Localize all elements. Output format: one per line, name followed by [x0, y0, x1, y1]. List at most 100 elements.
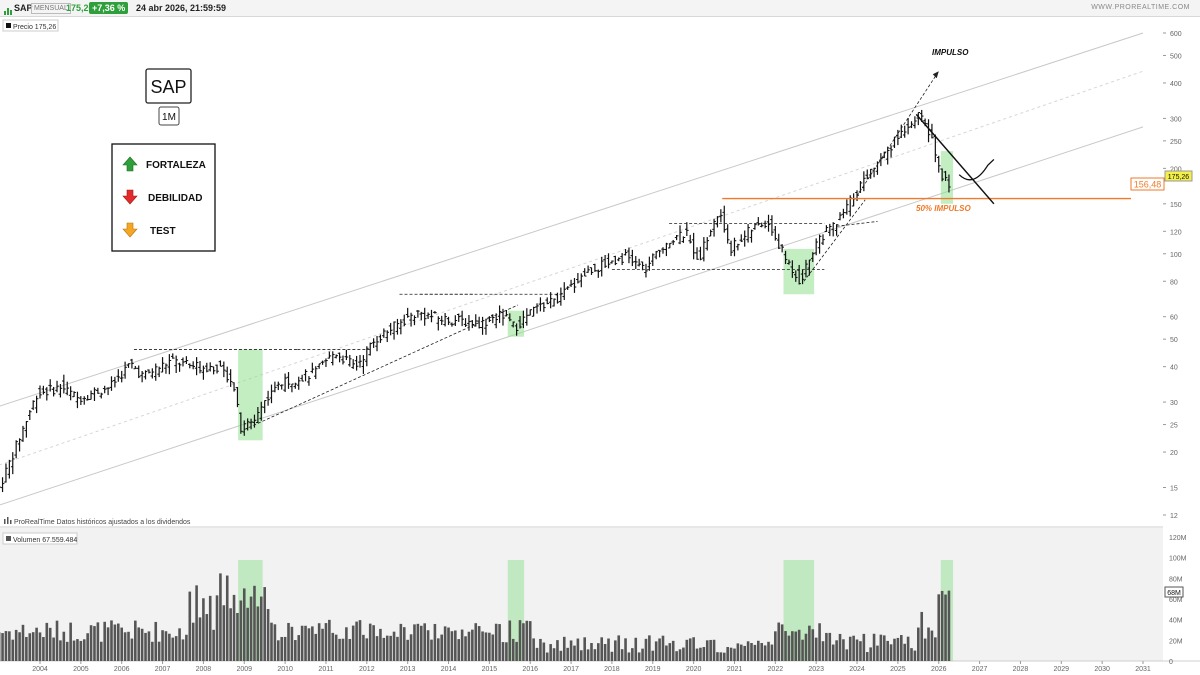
volume-bar [661, 635, 665, 661]
volume-bar [603, 644, 607, 661]
volume-bar [814, 637, 818, 661]
time-tick-label: 2012 [359, 666, 375, 673]
volume-bar [263, 587, 266, 661]
dashed-trend-line [244, 304, 519, 430]
volume-bar [232, 594, 236, 661]
volume-bar [784, 631, 787, 661]
volume-bar [181, 639, 185, 661]
time-tick-label: 2006 [114, 666, 130, 673]
volume-bar [65, 641, 69, 661]
volume-bar [42, 637, 45, 661]
symbol[interactable]: SAP [14, 3, 33, 13]
volume-axis: 0 20M 40M 60M 80M 100M 120M [1169, 535, 1187, 666]
time-tick-label: 2025 [890, 666, 906, 673]
volume-bar [753, 644, 757, 661]
volume-bar [256, 606, 260, 661]
volume-bar [447, 627, 450, 661]
volume-bar [314, 633, 318, 661]
volume-bar [876, 645, 879, 661]
volume-bar [750, 643, 753, 661]
volume-bar [440, 634, 444, 661]
volume-bar [685, 639, 689, 661]
time-tick-label: 2011 [318, 666, 333, 673]
volume-bar [722, 652, 726, 661]
volume-bar [208, 595, 212, 661]
volume-bar [300, 625, 304, 661]
site-url[interactable]: WWW.PROREALTIME.COM [1091, 4, 1190, 11]
volume-tick-label: 120M [1169, 535, 1187, 542]
volume-bar [198, 617, 202, 661]
volume-bar [549, 644, 552, 661]
volume-bar [491, 634, 495, 661]
volume-bar [692, 637, 695, 661]
volume-bar [906, 636, 910, 661]
volume-bar [831, 644, 835, 661]
volume-bar [168, 633, 171, 661]
volume-bar [671, 640, 675, 661]
volume-bar [528, 621, 532, 661]
volume-bar [719, 652, 723, 661]
volume-bar [82, 639, 86, 661]
time-tick-label: 2008 [196, 666, 212, 673]
volume-bar [222, 605, 226, 661]
volume-bar [641, 648, 644, 661]
volume-bar [413, 624, 416, 661]
volume-bar [454, 630, 457, 661]
volume-bar [123, 632, 127, 661]
volume-bar [270, 622, 273, 661]
volume-bar [818, 623, 821, 661]
volume-bar [426, 630, 430, 661]
volume-bar [726, 647, 729, 661]
volume-bar [477, 626, 481, 661]
volume-bar [617, 635, 621, 661]
volume-bar [705, 640, 709, 661]
price-tick-label: 120 [1170, 229, 1182, 236]
price-tick-label: 15 [1170, 486, 1178, 493]
volume-bar [215, 595, 219, 661]
volume-bar [862, 633, 866, 661]
volume-bar [304, 625, 307, 661]
svg-text:68M: 68M [1167, 590, 1181, 597]
volume-bar [702, 647, 706, 661]
last-price-tag: 175,26 [1164, 170, 1193, 182]
volume-bar [471, 629, 474, 661]
volume-bar [889, 644, 893, 661]
timeframe-box: 1M [158, 106, 180, 126]
volume-bar [283, 636, 287, 661]
volume-bar [341, 638, 345, 661]
volume-bar [525, 620, 529, 661]
volume-bar [872, 633, 876, 661]
volume-bar [637, 652, 641, 661]
volume-bar [760, 643, 764, 661]
time-tick-label: 2016 [522, 666, 538, 673]
volume-bar [164, 631, 168, 661]
volume-bar [372, 625, 375, 661]
volume-bar [811, 629, 815, 661]
volume-bar [733, 648, 736, 661]
volume-bar [842, 639, 845, 661]
volume-bar [460, 629, 464, 661]
volume-bar [654, 641, 658, 661]
volume-bar [86, 633, 89, 661]
volume-bar [665, 645, 668, 661]
volume-bar [321, 628, 324, 661]
period-badge[interactable]: MENSUAL [31, 3, 71, 14]
volume-bar [399, 623, 403, 661]
volume-bar [865, 652, 869, 661]
volume-bar [4, 631, 8, 661]
volume-bar [338, 638, 341, 661]
volume-tick-label: 80M [1169, 576, 1183, 583]
volume-bar [375, 636, 379, 661]
volume-bar [144, 632, 147, 661]
volume-bar [923, 638, 927, 661]
source-note: ProRealTime Datos históricos ajustados a… [14, 519, 191, 526]
volume-bar [266, 609, 270, 661]
volume-bar [763, 645, 767, 661]
price-tick-label: 60 [1170, 315, 1178, 322]
price-tick-label: 250 [1170, 139, 1182, 146]
volume-bar [38, 632, 42, 661]
volume-bar [59, 640, 62, 661]
volume-bar [678, 649, 682, 661]
volume-bar [273, 624, 277, 661]
volume-bar [944, 594, 947, 661]
